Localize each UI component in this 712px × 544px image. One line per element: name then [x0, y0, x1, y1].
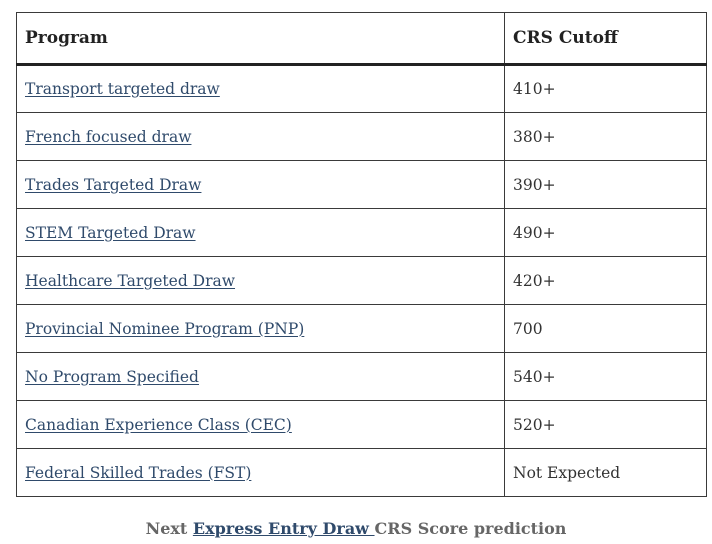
program-link[interactable]: Provincial Nominee Program (PNP): [25, 319, 305, 338]
cutoff-cell: 540+: [504, 352, 707, 401]
caption-prefix: Next: [145, 519, 193, 538]
table-row: Provincial Nominee Program (PNP) 700: [16, 304, 707, 353]
table-row: STEM Targeted Draw 490+: [16, 208, 707, 257]
cutoff-cell: 380+: [504, 112, 707, 161]
program-link[interactable]: Healthcare Targeted Draw: [25, 271, 236, 290]
table-row: Trades Targeted Draw 390+: [16, 160, 707, 209]
table-header-row: Program CRS Cutoff: [16, 12, 707, 66]
program-link[interactable]: STEM Targeted Draw: [25, 223, 196, 242]
program-column-header: Program: [16, 12, 505, 66]
cutoff-cell: 700: [504, 304, 707, 353]
crs-cutoff-column-header: CRS Cutoff: [504, 12, 707, 66]
table-row: Federal Skilled Trades (FST) Not Expecte…: [16, 448, 707, 497]
cutoff-cell: 520+: [504, 400, 707, 449]
program-cell: Federal Skilled Trades (FST): [16, 448, 505, 497]
program-link[interactable]: Trades Targeted Draw: [25, 175, 202, 194]
program-link[interactable]: No Program Specified: [25, 367, 199, 386]
program-cell: No Program Specified: [16, 352, 505, 401]
program-cell: STEM Targeted Draw: [16, 208, 505, 257]
table-row: Transport targeted draw 410+: [16, 64, 707, 113]
table-caption: Next Express Entry Draw CRS Score predic…: [0, 519, 712, 538]
program-cell: Trades Targeted Draw: [16, 160, 505, 209]
caption-suffix: CRS Score prediction: [374, 519, 567, 538]
table-row: Healthcare Targeted Draw 420+: [16, 256, 707, 305]
cutoff-cell: 410+: [504, 64, 707, 113]
table-row: Canadian Experience Class (CEC) 520+: [16, 400, 707, 449]
cutoff-cell: 390+: [504, 160, 707, 209]
cutoff-cell: 490+: [504, 208, 707, 257]
program-link[interactable]: Federal Skilled Trades (FST): [25, 463, 252, 482]
program-link[interactable]: Transport targeted draw: [25, 80, 220, 98]
program-cell: Transport targeted draw: [16, 64, 505, 113]
crs-cutoff-table: Program CRS Cutoff Transport targeted dr…: [16, 12, 707, 497]
express-entry-draw-link[interactable]: Express Entry Draw: [192, 519, 375, 538]
program-cell: Provincial Nominee Program (PNP): [16, 304, 505, 353]
program-link[interactable]: French focused draw: [25, 127, 192, 146]
program-link[interactable]: Canadian Experience Class (CEC): [25, 415, 292, 434]
cutoff-cell: 420+: [504, 256, 707, 305]
crs-table-container: Program CRS Cutoff Transport targeted dr…: [16, 12, 707, 497]
table-row: French focused draw 380+: [16, 112, 707, 161]
program-cell: Canadian Experience Class (CEC): [16, 400, 505, 449]
cutoff-cell: Not Expected: [504, 448, 707, 497]
table-row: No Program Specified 540+: [16, 352, 707, 401]
program-cell: French focused draw: [16, 112, 505, 161]
program-cell: Healthcare Targeted Draw: [16, 256, 505, 305]
